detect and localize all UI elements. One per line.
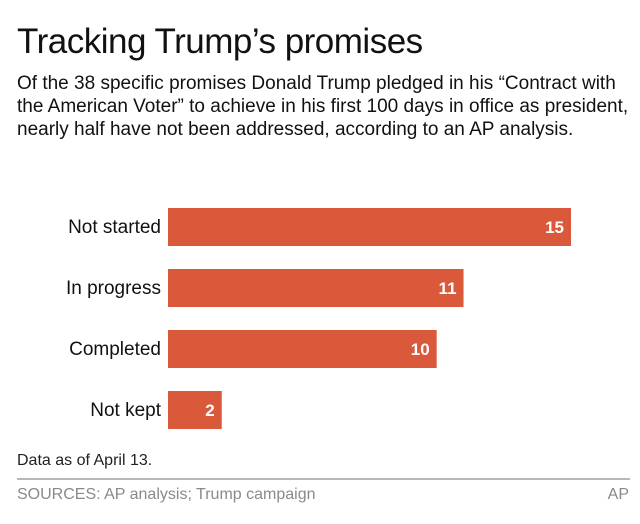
- bar: [168, 208, 571, 246]
- sources: SOURCES: AP analysis; Trump campaign: [17, 486, 316, 503]
- category-label: Not started: [68, 217, 161, 238]
- data-note: Data as of April 13.: [17, 452, 153, 469]
- value-label: 15: [545, 218, 564, 237]
- bar: [168, 391, 222, 429]
- category-label: In progress: [66, 278, 161, 299]
- value-label: 10: [411, 340, 430, 359]
- divider: [17, 478, 630, 480]
- credit: AP: [607, 486, 629, 503]
- value-label: 2: [205, 401, 214, 420]
- chart-title: Tracking Trump’s promises: [17, 22, 423, 61]
- bar: [168, 269, 464, 307]
- chart-subtitle: Of the 38 specific promises Donald Trump…: [17, 73, 629, 140]
- bar-chart: Not started 15 In progress 11 Completed 10 Not…: [66, 208, 571, 429]
- bar: [168, 330, 437, 368]
- value-label: 11: [439, 279, 457, 298]
- category-label: Not kept: [90, 400, 161, 421]
- category-label: Completed: [69, 339, 161, 360]
